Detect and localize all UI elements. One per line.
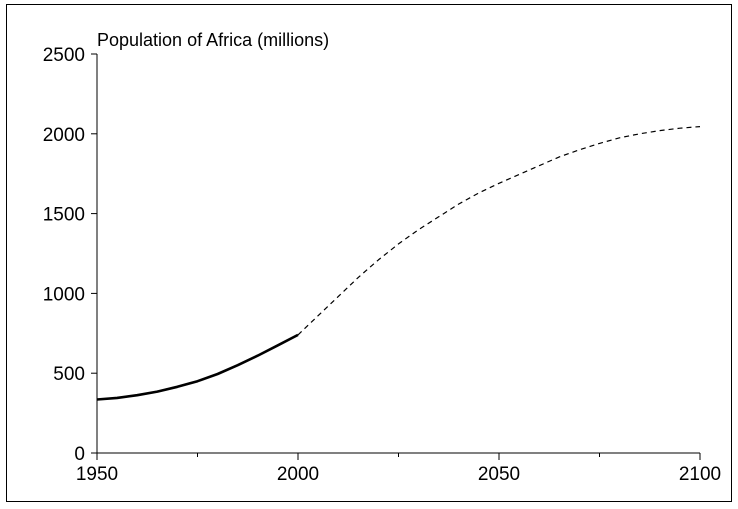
x-tick-label: 2050 xyxy=(478,464,520,485)
y-tick-label: 1500 xyxy=(43,205,85,226)
historical-population-line xyxy=(96,333,299,401)
x-tick-label: 2100 xyxy=(679,464,721,485)
y-tick-label: 500 xyxy=(53,364,85,385)
chart-frame xyxy=(6,4,732,502)
y-tick-label: 2000 xyxy=(43,125,85,146)
x-tick-label: 1950 xyxy=(76,464,118,485)
y-tick-label: 0 xyxy=(74,444,85,465)
projected-population-line xyxy=(297,126,701,336)
y-tick-label: 1000 xyxy=(43,284,85,305)
x-tick-label: 2000 xyxy=(277,464,319,485)
chart-title: Population of Africa (millions) xyxy=(97,30,329,50)
y-tick-label: 2500 xyxy=(43,45,85,66)
